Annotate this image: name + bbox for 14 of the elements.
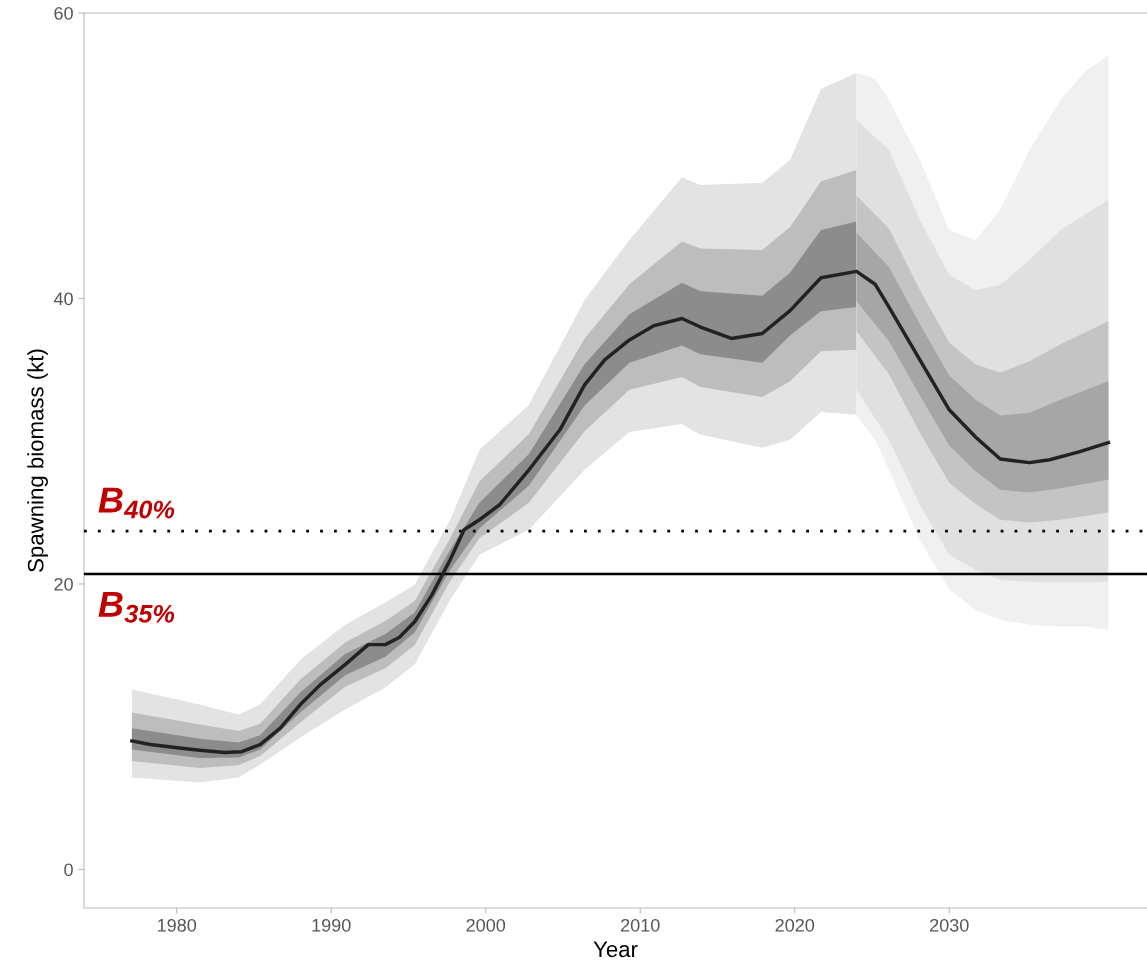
y-axis-title: Spawning biomass (kt) <box>27 349 48 572</box>
y-tick-label: 20 <box>54 577 73 591</box>
x-tick-label: 1990 <box>312 918 351 932</box>
y-tick-label: 60 <box>54 6 73 20</box>
x-tick-label: 2020 <box>775 918 815 932</box>
x-tick-label: 2010 <box>621 918 660 932</box>
y-tick-label: 40 <box>53 292 73 306</box>
x-tick-label: 2030 <box>930 918 969 932</box>
y-tick-label: 0 <box>64 863 73 877</box>
x-tick-label: 1980 <box>158 918 197 932</box>
ref-line-label: B$_{35%}$ <box>98 591 175 623</box>
ref-line-label: B$_{40%}$ <box>98 487 175 519</box>
x-axis-title: Year <box>593 941 638 958</box>
x-tick-label: 2000 <box>466 918 506 932</box>
